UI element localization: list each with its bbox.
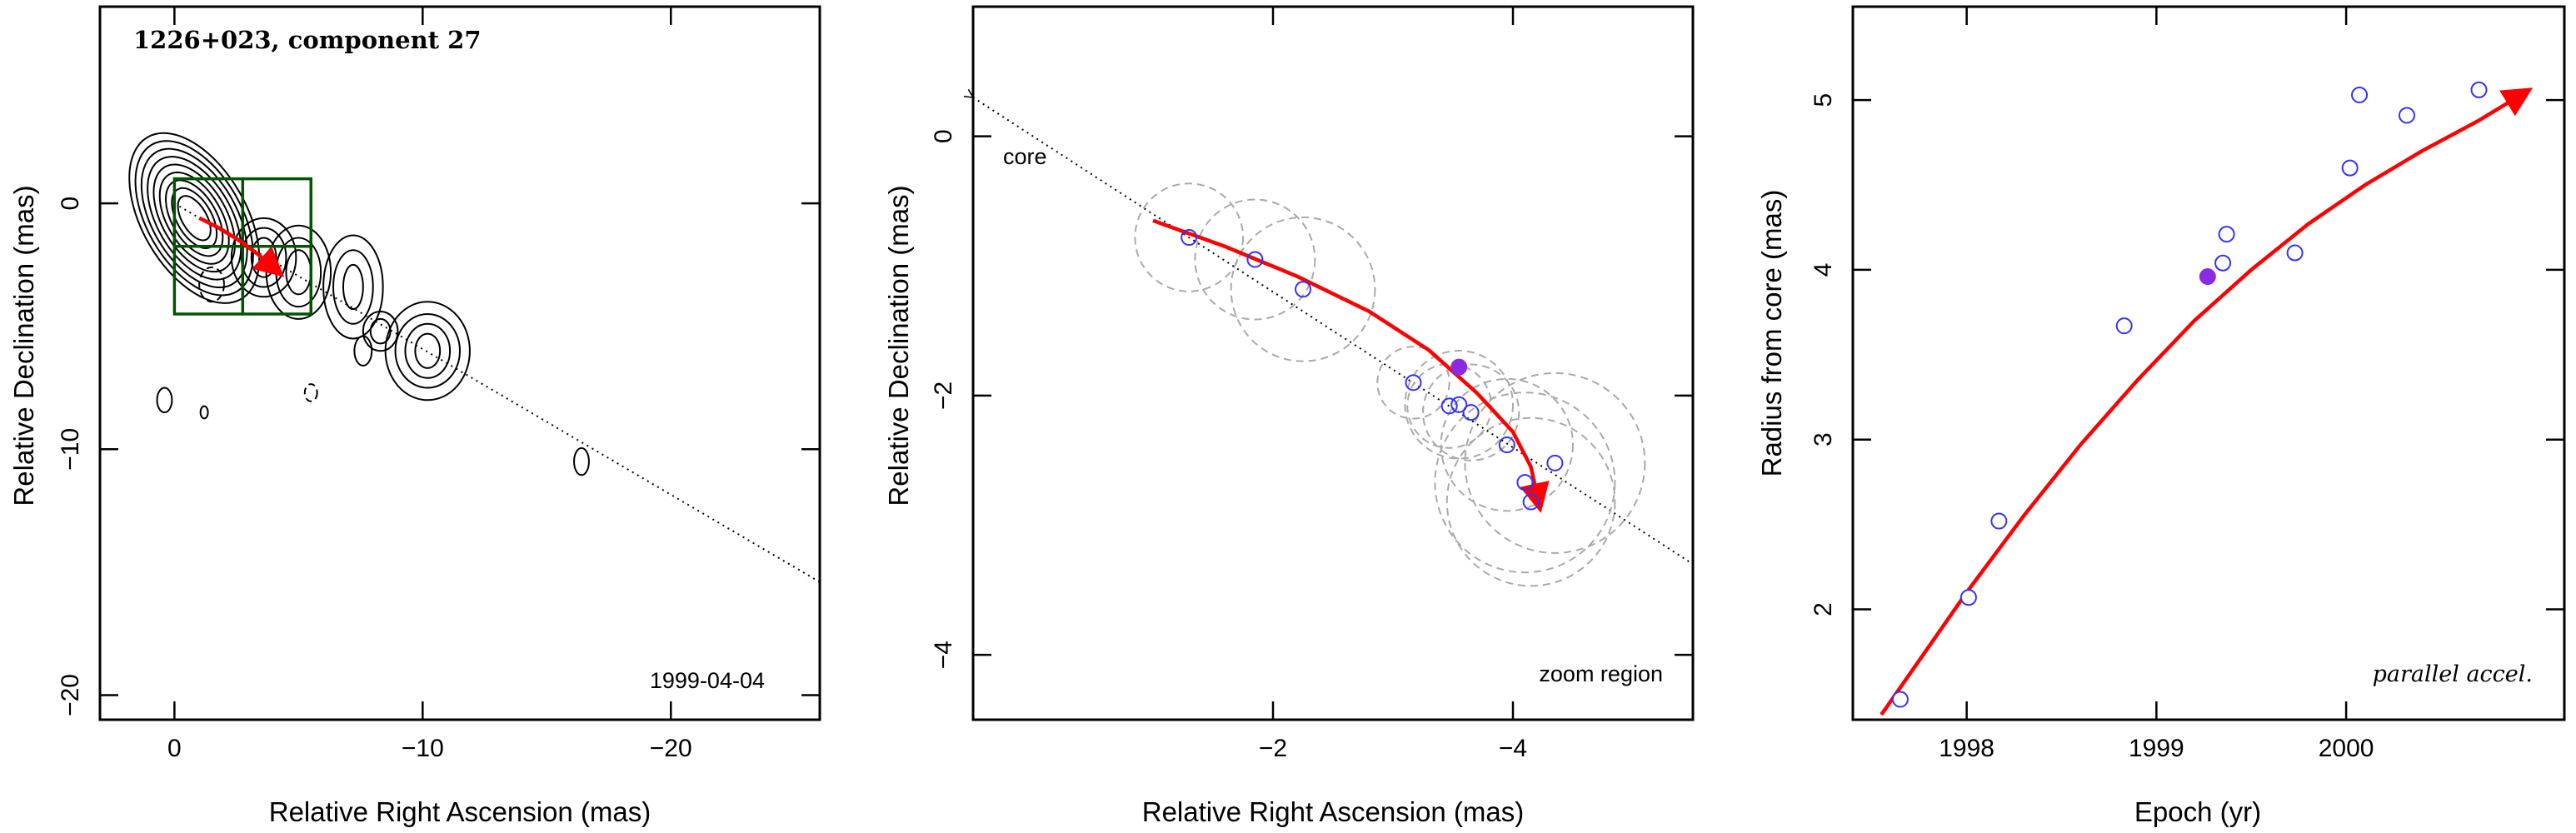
contour-line	[199, 405, 209, 420]
x-tick-label: 1998	[1939, 735, 1994, 762]
data-point	[1405, 374, 1422, 392]
data-point	[2351, 86, 2369, 103]
contour-line	[353, 335, 373, 367]
error-circle	[1134, 182, 1244, 292]
error-circle	[1376, 346, 1450, 420]
panel-zoom: zoom region core Relative Right Ascensio…	[883, 5, 1695, 827]
x-axis-label: Relative Right Ascension (mas)	[269, 796, 651, 827]
contour-line	[285, 249, 312, 296]
error-circle	[1464, 372, 1646, 554]
contour-line	[573, 446, 590, 476]
contour-line	[230, 217, 297, 298]
contour-line	[322, 234, 384, 340]
negative-contour	[198, 266, 225, 303]
core-label: core	[1003, 144, 1047, 169]
data-point	[2341, 159, 2359, 177]
fit-curve	[1880, 87, 2534, 716]
highlighted-epoch-point	[2199, 268, 2216, 286]
x-tick-label: 1999	[2129, 735, 2184, 762]
x-tick-label: −20	[650, 735, 692, 762]
data-point	[1450, 396, 1468, 413]
contour-line	[332, 249, 374, 325]
error-circle	[1230, 216, 1376, 362]
fit-curve	[1152, 218, 1550, 513]
x-tick-label: 2000	[2319, 735, 2374, 762]
y-tick-label: 3	[1810, 432, 1837, 446]
data-point	[2115, 317, 2133, 335]
contour-line	[152, 163, 236, 273]
y-tick-label: −20	[57, 674, 84, 716]
data-point	[2470, 81, 2488, 98]
data-point	[1440, 397, 1458, 415]
data-point	[1522, 493, 1540, 511]
contour-line	[134, 140, 254, 297]
contour-line	[147, 156, 242, 281]
y-tick-label: −10	[57, 428, 84, 471]
chart-title: 1226+023, component 27	[133, 26, 482, 54]
x-axis-label: Epoch (yr)	[2134, 796, 2261, 827]
plot-frame	[971, 5, 1695, 721]
y-tick-label: −4	[930, 641, 957, 669]
y-tick-label: −2	[930, 382, 957, 410]
x-tick-label: −2	[1259, 735, 1287, 762]
data-point	[1891, 691, 1909, 708]
data-point	[1546, 454, 1564, 471]
panel-contour-map: 1226+023, component 27 1999-04-04 Relati…	[8, 5, 821, 827]
contour-line	[369, 317, 392, 345]
contour-line	[128, 132, 261, 304]
x-tick-label: −4	[1499, 735, 1527, 762]
x-tick-label: 0	[167, 735, 182, 762]
date-label: 1999-04-04	[650, 668, 765, 693]
panel-radius-vs-time: parallel accel. Epoch (yr) Radius from c…	[1756, 5, 2566, 827]
contour-line	[404, 322, 452, 379]
y-axis-label: Radius from core (mas)	[1756, 190, 1787, 477]
fit-annotation: parallel accel.	[2373, 661, 2533, 687]
data-point	[2398, 107, 2415, 124]
y-tick-label: 2	[1810, 602, 1837, 616]
contour-line	[158, 171, 230, 265]
contour-line	[384, 301, 471, 402]
x-tick-label: −10	[402, 735, 444, 762]
contour-line	[394, 312, 462, 389]
data-point	[1959, 589, 1977, 606]
data-point	[1498, 436, 1515, 454]
error-circle	[1194, 198, 1316, 321]
jet-axis-line	[173, 202, 821, 583]
y-tick-label: 0	[57, 197, 84, 211]
zoom-note: zoom region	[1539, 661, 1663, 686]
y-tick-label: 4	[1810, 263, 1837, 277]
error-circle	[1445, 416, 1616, 587]
contour-line	[156, 387, 173, 414]
data-point	[2286, 244, 2304, 262]
error-circle	[1422, 363, 1520, 461]
plot-frame	[1851, 5, 2566, 721]
contour-line	[362, 311, 399, 352]
error-circle	[1404, 350, 1514, 460]
error-circle	[1434, 392, 1616, 574]
data-point	[2218, 226, 2235, 243]
jet-axis-line	[973, 97, 1694, 566]
highlighted-epoch-point	[1450, 358, 1468, 376]
y-tick-label: 5	[1810, 93, 1837, 107]
data-point	[1181, 229, 1198, 247]
data-point	[2214, 254, 2232, 272]
y-tick-label: 0	[930, 129, 957, 143]
contour-line	[342, 263, 364, 311]
data-point	[1462, 404, 1480, 421]
negative-contour	[303, 383, 318, 402]
plot-frame	[98, 5, 821, 721]
contour-line	[177, 195, 212, 242]
y-axis-label: Relative Declination (mas)	[883, 185, 914, 506]
x-axis-label: Relative Right Ascension (mas)	[1142, 796, 1525, 827]
y-axis-label: Relative Declination (mas)	[8, 185, 39, 506]
contour-line	[140, 147, 248, 289]
data-point	[1246, 251, 1264, 268]
component-trajectory	[198, 216, 285, 277]
data-point	[1516, 474, 1534, 491]
data-point	[1990, 512, 2008, 530]
data-point	[1295, 281, 1311, 298]
error-circle	[1440, 377, 1575, 512]
contour-line	[414, 332, 442, 369]
